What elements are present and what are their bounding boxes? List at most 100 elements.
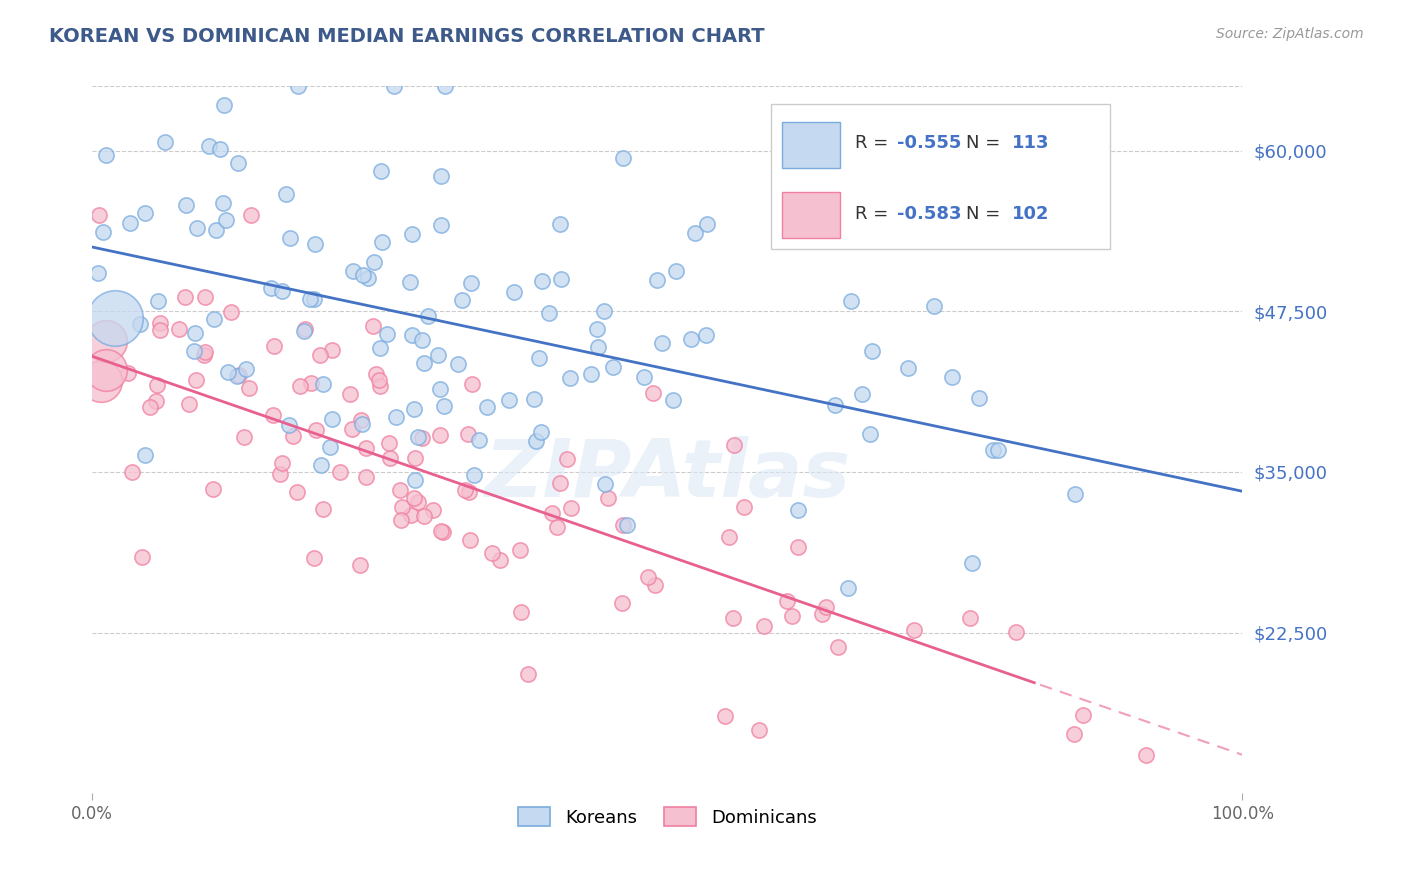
Point [131,549,153,564]
Point [475,401,498,415]
Point [922,299,945,313]
Point [837,581,859,595]
Point [1135,747,1157,762]
Point [411,431,433,445]
Point [841,293,863,308]
Point [287,79,309,94]
Point [714,708,737,723]
Point [429,382,451,396]
Point [433,399,456,413]
Point [277,418,299,433]
Point [198,139,221,153]
Point [287,485,309,500]
Point [824,398,846,412]
Point [468,433,491,447]
Point [361,319,384,334]
FancyBboxPatch shape [782,121,839,168]
Point [498,392,520,407]
Point [353,268,375,282]
Point [402,401,425,416]
Point [811,607,834,621]
Point [89,374,111,388]
Point [558,370,581,384]
Point [851,386,873,401]
Point [645,273,668,287]
Point [304,236,326,251]
Point [548,475,571,490]
FancyBboxPatch shape [770,104,1111,249]
Point [416,309,439,323]
Point [555,452,578,467]
Point [94,148,117,162]
Point [752,618,775,632]
Point [370,164,392,178]
Point [311,458,333,472]
Point [733,500,755,514]
Point [662,392,685,407]
Point [1063,727,1085,741]
Point [665,263,688,277]
Point [194,344,217,359]
Point [226,156,249,170]
Point [149,323,172,337]
Point [294,322,316,336]
Text: R =: R = [855,134,894,152]
Point [530,274,553,288]
Point [404,451,426,466]
Text: Source: ZipAtlas.com: Source: ZipAtlas.com [1216,27,1364,41]
Point [321,343,343,357]
Point [644,578,666,592]
Point [488,552,510,566]
Text: ZIPAtlas: ZIPAtlas [484,436,851,514]
Point [721,611,744,625]
Point [399,508,422,523]
Point [194,290,217,304]
Point [610,596,633,610]
Point [633,370,655,384]
Text: N =: N = [966,134,1007,152]
Point [186,220,208,235]
Point [389,483,412,498]
Point [228,368,250,383]
Point [651,336,673,351]
Point [411,333,433,347]
Point [510,605,533,619]
Point [262,408,284,422]
Point [695,327,717,342]
Point [404,473,426,487]
Point [363,255,385,269]
Point [461,377,484,392]
Point [139,400,162,414]
Point [104,310,127,325]
Point [217,365,239,379]
Point [399,276,422,290]
Point [389,513,412,527]
Point [233,430,256,444]
Point [368,341,391,355]
Point [319,441,342,455]
Point [145,393,167,408]
Point [269,467,291,481]
Point [174,290,197,304]
Point [457,426,479,441]
Point [748,723,770,737]
Point [339,387,361,401]
Point [309,348,332,362]
Point [183,344,205,359]
Point [302,550,325,565]
Point [350,417,373,432]
Point [987,443,1010,458]
Point [96,334,118,349]
Point [283,429,305,443]
Point [517,666,540,681]
Text: -0.555: -0.555 [897,134,962,152]
Point [897,361,920,376]
Point [205,223,228,237]
Point [121,466,143,480]
Point [274,186,297,201]
Point [184,373,207,387]
Point [402,491,425,506]
Point [696,217,718,231]
Point [503,285,526,300]
Point [375,326,398,341]
